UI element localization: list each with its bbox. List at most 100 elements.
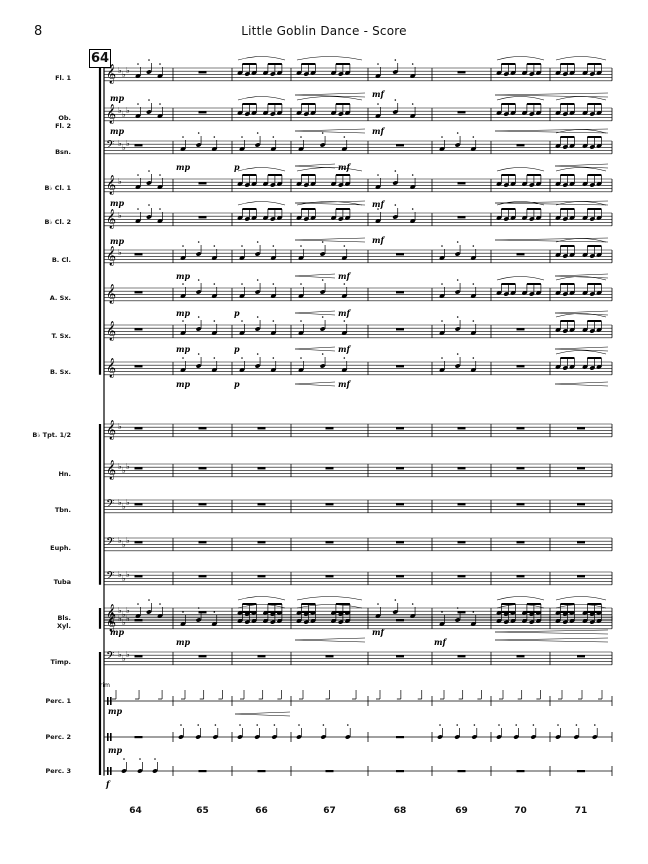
svg-text:♭: ♭ xyxy=(118,248,122,257)
staff-5-notes xyxy=(135,201,607,223)
instrument-label: Perc. 3 xyxy=(45,767,72,775)
staff-11-notes xyxy=(134,467,585,470)
page-title: Little Goblin Dance - Score xyxy=(241,24,407,38)
svg-text:♭: ♭ xyxy=(118,139,122,148)
svg-text:♭: ♭ xyxy=(118,650,122,659)
dynamic-mp: mp xyxy=(176,271,190,281)
instrument-label: B. Sx. xyxy=(49,368,71,376)
staff-9: 𝄞 xyxy=(103,358,613,378)
staff-3: 𝄢 ♭ ♭ ♭ xyxy=(103,139,613,155)
dynamic-mp: mp xyxy=(110,93,124,103)
measure-number: 65 xyxy=(196,806,209,816)
svg-text:♭: ♭ xyxy=(122,540,126,549)
dynamic-mp: mp xyxy=(176,308,190,318)
staff-3-notes xyxy=(134,129,607,151)
svg-text:𝄢: 𝄢 xyxy=(106,498,114,513)
measure-number: 64 xyxy=(129,806,142,816)
instrument-label: Ob. Fl. 2 xyxy=(55,114,71,130)
instrument-label: B♭ Tpt. 1/2 xyxy=(32,431,71,439)
dynamic-mf: mf xyxy=(372,199,385,209)
instrument-label: Tuba xyxy=(53,578,71,586)
svg-text:♭: ♭ xyxy=(126,498,130,507)
instrument-label: Fl. 1 xyxy=(55,74,71,82)
staff-19 xyxy=(103,732,613,742)
svg-text:𝄢: 𝄢 xyxy=(106,139,114,154)
svg-text:♭: ♭ xyxy=(122,610,126,619)
staff-14-notes xyxy=(134,575,585,578)
dynamic-mp: mp xyxy=(108,745,122,755)
svg-text:𝄢: 𝄢 xyxy=(106,536,114,551)
dynamic-mp: mp xyxy=(108,706,122,716)
dynamic-mp: mp xyxy=(176,637,190,647)
svg-text:♭: ♭ xyxy=(122,574,126,583)
svg-text:𝄞: 𝄞 xyxy=(106,246,116,266)
instrument-label: T. Sx. xyxy=(51,332,71,340)
dynamic-mf: mf xyxy=(338,162,351,172)
svg-text:𝄞: 𝄞 xyxy=(106,284,116,304)
staff-12-notes xyxy=(134,503,585,506)
instrument-label: Euph. xyxy=(50,544,71,552)
staff-13: 𝄢 ♭ ♭ ♭ xyxy=(103,536,613,552)
staff-2-notes xyxy=(135,96,607,118)
svg-text:♭: ♭ xyxy=(126,106,130,115)
svg-text:𝄞: 𝄞 xyxy=(106,175,116,195)
instrument-label: B. Cl. xyxy=(51,256,71,264)
svg-text:𝄢: 𝄢 xyxy=(106,650,114,665)
perc1-notes: rim mp xyxy=(100,682,603,717)
instrument-label: Tbn. xyxy=(54,506,71,514)
instrument-label: Perc. 2 xyxy=(45,733,72,741)
svg-text:♭: ♭ xyxy=(126,650,130,659)
dynamic-mf: mf xyxy=(338,308,351,318)
svg-text:𝄞: 𝄞 xyxy=(106,104,116,124)
svg-text:♭: ♭ xyxy=(118,106,122,115)
svg-text:♭: ♭ xyxy=(126,606,130,615)
instrument-label: A. Sx. xyxy=(49,294,71,302)
svg-text:𝄞: 𝄞 xyxy=(106,321,116,341)
svg-text:♭: ♭ xyxy=(126,614,130,623)
staff-1-notes xyxy=(135,56,607,78)
svg-text:♭: ♭ xyxy=(118,462,122,471)
staff-5: 𝄞 ♭ xyxy=(103,209,613,229)
dynamic-mf: mf xyxy=(372,89,385,99)
dynamic-mf: mf xyxy=(372,627,385,637)
staff-2: 𝄞 ♭ ♭ ♭ xyxy=(103,104,613,124)
staff-17: 𝄢 ♭ ♭ ♭ xyxy=(103,650,613,666)
dynamic-mp: mp xyxy=(110,126,124,136)
svg-text:♭: ♭ xyxy=(122,143,126,152)
instrument-label: Hn. xyxy=(58,470,71,478)
instrument-label: Xyl. xyxy=(57,622,71,630)
dynamic-p: p xyxy=(234,162,240,172)
measure-number: 67 xyxy=(323,806,336,816)
instrument-label: B♭ Cl. 1 xyxy=(44,184,71,192)
svg-text:♭: ♭ xyxy=(126,66,130,75)
svg-text:𝄞: 𝄞 xyxy=(106,64,116,84)
staff-1: 𝄞 ♭ ♭ ♭ xyxy=(103,64,613,84)
svg-text:♭: ♭ xyxy=(126,462,130,471)
svg-text:♭: ♭ xyxy=(122,70,126,79)
staff-11: 𝄞 ♭ ♭ ♭ xyxy=(103,460,613,480)
staff-7: 𝄞 xyxy=(103,284,613,304)
svg-text:♭: ♭ xyxy=(118,614,122,623)
staff-17-notes xyxy=(134,655,585,658)
svg-text:𝄞: 𝄞 xyxy=(106,612,116,632)
dynamic-mp: mp xyxy=(176,344,190,354)
staff-18 xyxy=(103,696,613,706)
staff-7-notes xyxy=(134,276,607,298)
staff-6-notes xyxy=(134,238,607,260)
dynamic-mf: mf xyxy=(434,637,447,647)
staff-8-notes xyxy=(134,313,607,335)
dynamic-mf: mf xyxy=(338,271,351,281)
rehearsal-mark: 64 xyxy=(89,49,111,68)
measure-number: 70 xyxy=(514,806,527,816)
svg-text:𝄞: 𝄞 xyxy=(106,420,116,440)
instrument-label: Timp. xyxy=(50,658,71,666)
dynamic-mf: mf xyxy=(338,379,351,389)
staff-16-notes xyxy=(134,604,607,626)
staff-10: 𝄞 ♭ xyxy=(103,420,613,440)
svg-text:♭: ♭ xyxy=(126,570,130,579)
svg-text:♭: ♭ xyxy=(118,211,122,220)
svg-text:♭: ♭ xyxy=(122,110,126,119)
staff-6: 𝄞 ♭ xyxy=(103,246,613,266)
measure-number: 68 xyxy=(393,806,407,816)
